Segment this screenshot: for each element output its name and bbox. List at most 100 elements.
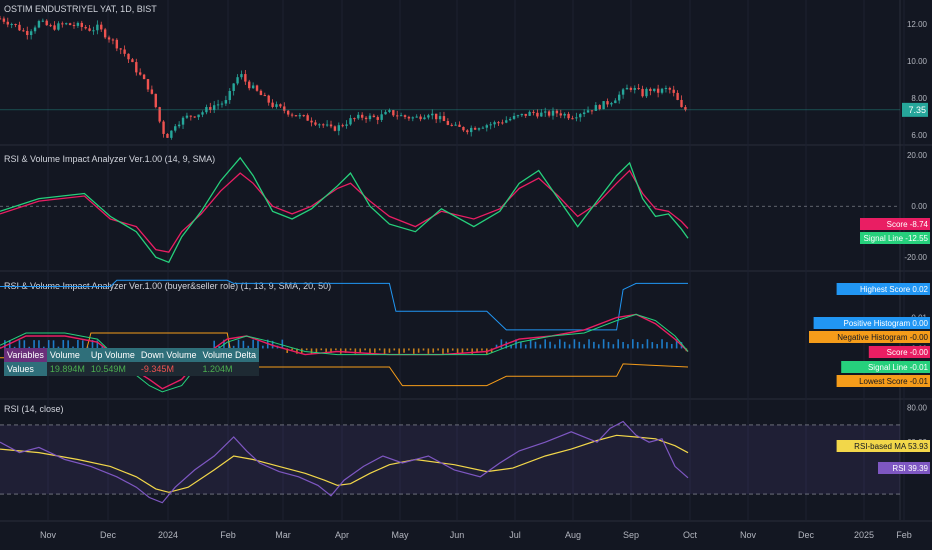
candle-body	[505, 120, 508, 123]
value-label: Score -0.00	[887, 348, 929, 357]
table-row-label: Values	[4, 362, 47, 376]
candle-body	[540, 112, 543, 117]
candle-body	[286, 110, 290, 115]
candle-body	[29, 31, 33, 36]
candle-body	[606, 101, 609, 105]
histogram-bar	[661, 339, 663, 349]
candle-body	[544, 111, 547, 113]
candle-body	[251, 85, 255, 89]
candle-body	[33, 27, 37, 32]
candle-body	[618, 94, 621, 101]
table-cell: 10.549M	[87, 362, 138, 376]
candle-body	[466, 130, 469, 133]
value-label: Negative Histogram -0.00	[837, 333, 928, 342]
candle-body	[427, 115, 430, 118]
candle-body	[664, 88, 668, 90]
histogram-bar	[666, 342, 668, 349]
candle-body	[672, 89, 675, 93]
candle-body	[357, 114, 360, 119]
histogram-bar	[247, 345, 250, 349]
candle-body	[384, 111, 387, 115]
candle-body	[84, 26, 87, 29]
histogram-bar	[408, 348, 410, 351]
table-header: Volume	[46, 348, 88, 362]
candle-body	[135, 62, 138, 73]
candle-body	[72, 25, 76, 27]
candle-body	[228, 90, 231, 101]
histogram-bar	[466, 348, 469, 351]
indicator-title: RSI (14, close)	[4, 404, 64, 414]
histogram-bar	[325, 348, 327, 354]
histogram-bar	[86, 346, 89, 349]
candle-body	[294, 115, 298, 117]
candle-body	[680, 99, 683, 108]
histogram-bar	[520, 341, 522, 349]
candle-body	[290, 114, 294, 116]
candle-body	[559, 113, 562, 116]
histogram-bar	[559, 339, 561, 349]
histogram-bar	[461, 348, 464, 353]
candle-body	[485, 125, 488, 128]
candle-body	[68, 23, 72, 26]
indicator-title: RSI & Volume Impact Analyzer Ver.1.00 (1…	[4, 154, 215, 164]
candle-body	[158, 107, 161, 122]
time-axis-label: 2025	[854, 530, 874, 540]
histogram-bar	[534, 341, 537, 349]
histogram-bar	[476, 348, 478, 353]
candle-body	[473, 127, 477, 130]
value-label: Score -8.74	[887, 220, 929, 229]
histogram-bar	[641, 344, 644, 349]
candle-body	[582, 112, 586, 115]
value-label-bg	[809, 331, 930, 343]
histogram-bar	[38, 340, 40, 349]
candle-body	[341, 125, 344, 127]
volume-table: Variables Volume Up Volume Down Volume V…	[4, 348, 259, 376]
time-axis-label: Apr	[335, 530, 349, 540]
histogram-bar	[262, 345, 264, 349]
candle-body	[240, 74, 243, 78]
candle-body	[353, 118, 356, 120]
candle-body	[14, 24, 17, 26]
candle-body	[497, 122, 500, 124]
histogram-bar	[432, 348, 435, 353]
candle-body	[220, 103, 224, 105]
histogram-bar	[403, 348, 405, 353]
candle-body	[372, 115, 376, 118]
candle-body	[209, 107, 212, 110]
histogram-bar	[257, 340, 259, 349]
histogram-bar	[237, 339, 240, 349]
candle-body	[65, 23, 68, 25]
histogram-bar	[388, 348, 391, 353]
candle-body	[516, 115, 520, 117]
histogram-bar	[354, 348, 357, 354]
candle-body	[111, 39, 115, 41]
candle-body	[177, 124, 181, 127]
histogram-bar	[471, 348, 473, 354]
histogram-bar	[597, 344, 600, 349]
candle-body	[174, 126, 177, 131]
candle-body	[567, 113, 570, 119]
value-label-bg	[836, 283, 930, 295]
candle-body	[434, 113, 438, 120]
histogram-bar	[456, 348, 459, 354]
time-axis-label: Feb	[896, 530, 912, 540]
candle-body	[181, 117, 185, 125]
candle-body	[438, 116, 442, 120]
candle-body	[512, 115, 516, 119]
candle-body	[641, 88, 644, 97]
candle-body	[248, 81, 251, 89]
candle-body	[594, 105, 598, 111]
candle-body	[637, 88, 640, 90]
histogram-bar	[383, 348, 386, 354]
histogram-bar	[442, 348, 444, 354]
histogram-bar	[612, 344, 615, 349]
histogram-bar	[588, 339, 590, 349]
candle-body	[446, 121, 450, 125]
histogram-bar	[232, 345, 235, 349]
candle-body	[368, 115, 372, 120]
rsi-band	[0, 424, 900, 495]
histogram-bar	[374, 348, 376, 353]
candle-body	[431, 113, 434, 116]
candle-body	[57, 23, 60, 30]
